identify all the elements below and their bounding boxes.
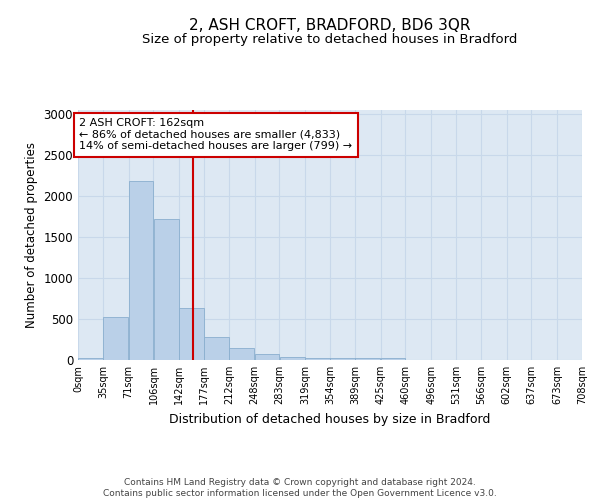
Y-axis label: Number of detached properties: Number of detached properties (25, 142, 38, 328)
Bar (229, 348, 254, 360)
Bar (255, 354, 279, 360)
Text: 2 ASH CROFT: 162sqm
← 86% of detached houses are smaller (4,833)
14% of semi-det: 2 ASH CROFT: 162sqm ← 86% of detached ho… (79, 118, 353, 152)
Bar (355, 358, 380, 360)
Bar (129, 182, 153, 360)
X-axis label: Distribution of detached houses by size in Bradford: Distribution of detached houses by size … (169, 412, 491, 426)
Text: Contains HM Land Registry data © Crown copyright and database right 2024.
Contai: Contains HM Land Registry data © Crown c… (103, 478, 497, 498)
Bar (103, 318, 128, 360)
Bar (179, 308, 204, 360)
Bar (280, 356, 305, 360)
Text: 2, ASH CROFT, BRADFORD, BD6 3QR: 2, ASH CROFT, BRADFORD, BD6 3QR (189, 18, 471, 32)
Text: Size of property relative to detached houses in Bradford: Size of property relative to detached ho… (142, 32, 518, 46)
Bar (381, 358, 405, 360)
Bar (154, 219, 179, 360)
Bar (330, 358, 355, 360)
Bar (78, 358, 103, 360)
Bar (305, 358, 330, 360)
Bar (204, 337, 229, 360)
